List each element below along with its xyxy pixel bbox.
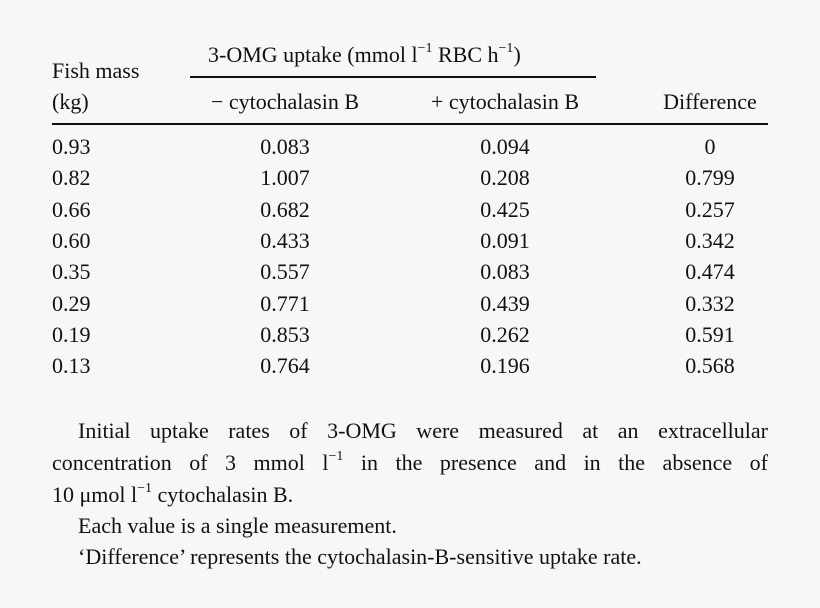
note-line-2-sup: −1	[328, 448, 344, 464]
note-line-3-sup: −1	[137, 480, 153, 496]
cell-minus: 0.433	[260, 227, 310, 253]
note-line-5: ‘Difference’ represents the cytochalasin…	[78, 544, 642, 569]
cell-diff: 0.257	[685, 196, 735, 222]
cell-mass: 0.29	[52, 290, 91, 316]
cell-minus: 0.771	[260, 290, 310, 316]
cell-diff: 0.332	[685, 290, 735, 316]
cell-diff: 0.474	[685, 259, 735, 285]
cell-plus: 0.262	[480, 321, 530, 347]
group-header-sup2: −1	[498, 40, 514, 56]
cell-plus: 0.094	[480, 134, 530, 159]
cell-diff: 0.591	[685, 321, 735, 347]
cell-mass: 0.82	[52, 165, 91, 191]
cell-diff: 0.799	[685, 165, 735, 191]
group-header-mid: RBC h	[432, 42, 499, 67]
note-line-2-b: in the presence and in the absence of	[343, 450, 768, 475]
cell-minus: 0.764	[260, 353, 310, 379]
cell-minus: 0.853	[260, 321, 310, 347]
cell-diff: 0.342	[685, 227, 735, 253]
note-line-3-a: 10 μmol l	[52, 482, 138, 507]
group-header-rule	[190, 76, 596, 78]
cell-diff: 0	[704, 134, 716, 159]
cell-mass: 0.93	[52, 134, 91, 159]
group-header-text: 3-OMG uptake (mmol l	[208, 42, 418, 67]
cell-plus: 0.439	[480, 290, 530, 316]
cell-plus: 0.425	[480, 196, 530, 222]
note-line-3-b: cytochalasin B.	[152, 482, 294, 507]
cell-diff: 0.568	[685, 353, 735, 379]
note-line-1: Initial uptake rates of 3-OMG were measu…	[78, 418, 768, 443]
col-header-plus-cytochalasin: + cytochalasin B	[430, 89, 580, 114]
group-header-suffix: )	[513, 42, 521, 67]
cell-minus: 0.557	[260, 259, 310, 285]
cell-mass: 0.66	[52, 196, 91, 222]
cell-minus: 1.007	[260, 165, 310, 191]
cell-minus: 0.083	[260, 134, 310, 159]
cell-mass: 0.35	[52, 259, 91, 285]
cell-plus: 0.208	[480, 165, 530, 191]
cell-plus: 0.091	[480, 227, 530, 253]
cell-mass: 0.60	[52, 227, 91, 253]
col-header-fish-mass-unit: (kg)	[52, 89, 89, 114]
cell-mass: 0.13	[52, 353, 91, 379]
note-line-2: concentration of 3 mmol l−1 in the prese…	[52, 447, 768, 479]
note-line-3: 10 μmol l−1 cytochalasin B.	[52, 479, 768, 511]
cell-mass: 0.19	[52, 321, 91, 347]
col-header-minus-cytochalasin: − cytochalasin B	[210, 89, 360, 114]
col-header-fish-mass: Fish mass	[52, 58, 140, 83]
header-bottom-rule	[52, 123, 768, 125]
group-header-sup1: −1	[417, 40, 433, 56]
cell-plus: 0.083	[480, 259, 530, 285]
col-header-difference: Difference	[663, 89, 757, 114]
note-line-2-a: concentration of 3 mmol l	[52, 450, 329, 475]
cell-minus: 0.682	[260, 196, 310, 222]
cell-plus: 0.196	[480, 353, 530, 379]
note-line-4: Each value is a single measurement.	[78, 513, 397, 538]
group-header: 3-OMG uptake (mmol l−1 RBC h−1)	[208, 40, 521, 68]
